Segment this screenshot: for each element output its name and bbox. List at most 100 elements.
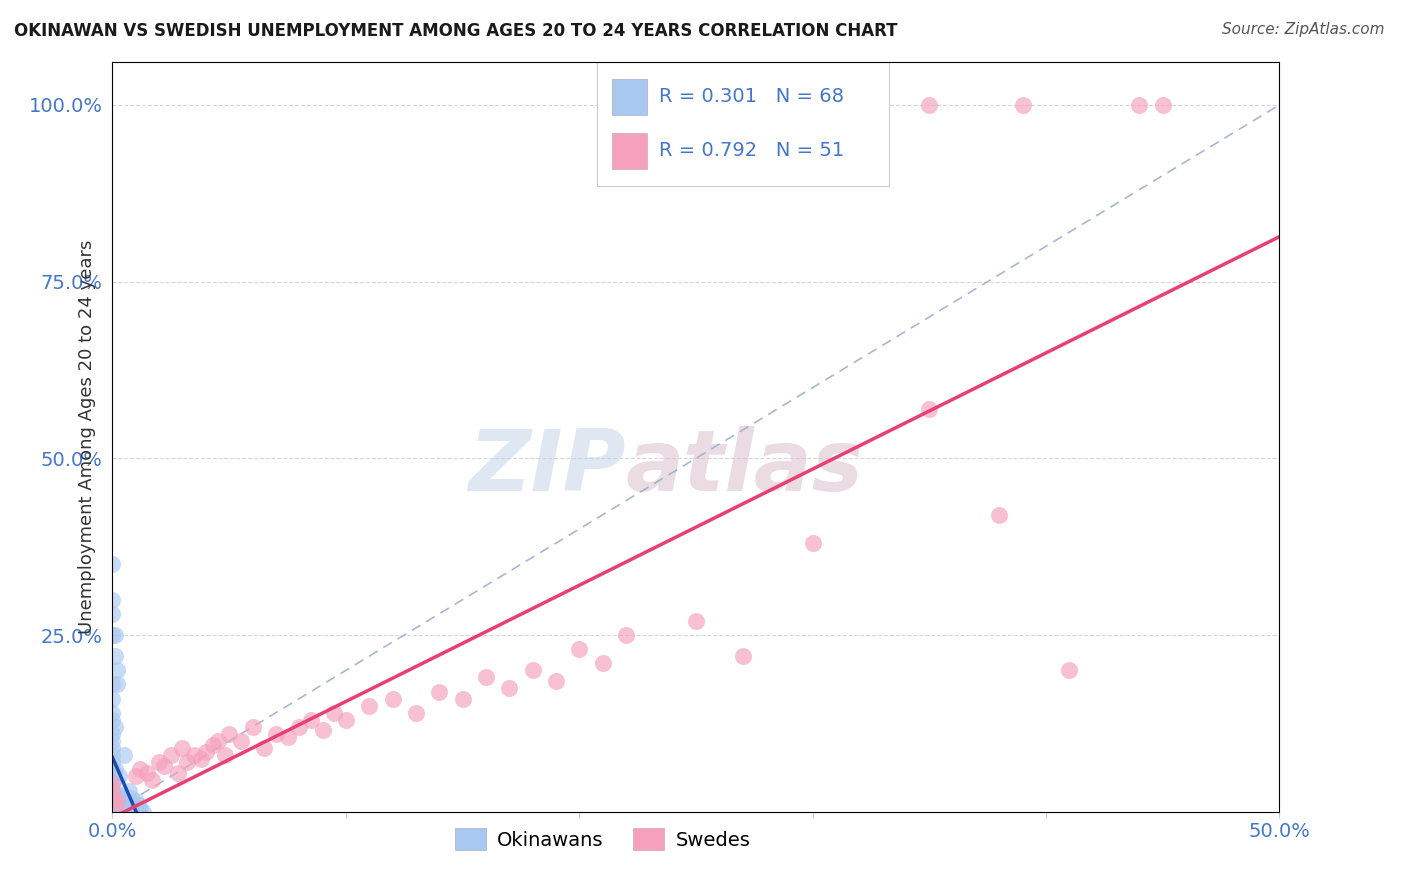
Point bbox=[105, 677, 128, 691]
Point bbox=[359, 698, 381, 713]
Point bbox=[166, 765, 188, 780]
Point bbox=[125, 805, 148, 819]
Point bbox=[104, 797, 127, 812]
Point bbox=[120, 805, 142, 819]
Point bbox=[218, 727, 240, 741]
Point bbox=[153, 758, 176, 772]
Point bbox=[160, 748, 183, 763]
Point bbox=[427, 684, 450, 698]
Point bbox=[105, 787, 128, 801]
Text: OKINAWAN VS SWEDISH UNEMPLOYMENT AMONG AGES 20 TO 24 YEARS CORRELATION CHART: OKINAWAN VS SWEDISH UNEMPLOYMENT AMONG A… bbox=[14, 22, 897, 40]
Text: R = 0.792   N = 51: R = 0.792 N = 51 bbox=[658, 141, 844, 161]
Point bbox=[323, 706, 346, 720]
Point bbox=[381, 691, 404, 706]
Point bbox=[451, 691, 474, 706]
Point bbox=[122, 797, 145, 812]
Point bbox=[101, 628, 124, 642]
Point bbox=[104, 790, 127, 805]
Point bbox=[101, 794, 124, 808]
Text: atlas: atlas bbox=[626, 425, 865, 508]
Point bbox=[101, 748, 124, 763]
Point bbox=[101, 734, 124, 748]
Point bbox=[141, 772, 163, 787]
Point bbox=[801, 536, 824, 550]
Point bbox=[108, 769, 131, 783]
Point bbox=[522, 664, 544, 678]
Point bbox=[104, 797, 127, 812]
Point bbox=[132, 805, 155, 819]
Point bbox=[475, 670, 498, 684]
Point bbox=[104, 628, 127, 642]
Point bbox=[101, 787, 124, 801]
Point bbox=[335, 713, 357, 727]
Point bbox=[592, 657, 614, 671]
Point bbox=[253, 741, 276, 756]
Point bbox=[1152, 98, 1174, 112]
Point bbox=[101, 741, 124, 756]
Point bbox=[105, 801, 128, 815]
Point bbox=[101, 783, 124, 797]
Point bbox=[101, 797, 124, 812]
Point bbox=[101, 805, 124, 819]
Point bbox=[988, 508, 1011, 522]
Point bbox=[685, 614, 707, 628]
Point bbox=[194, 745, 217, 759]
Y-axis label: Unemployment Among Ages 20 to 24 years: Unemployment Among Ages 20 to 24 years bbox=[77, 240, 96, 634]
Point bbox=[229, 734, 252, 748]
Point bbox=[101, 805, 124, 819]
Point bbox=[101, 790, 124, 805]
Point bbox=[101, 727, 124, 741]
Point bbox=[111, 801, 134, 815]
Point bbox=[112, 794, 135, 808]
Point bbox=[101, 706, 124, 720]
Point bbox=[125, 769, 148, 783]
Point bbox=[101, 783, 124, 797]
Point bbox=[101, 776, 124, 790]
Point bbox=[1059, 664, 1081, 678]
Point bbox=[190, 752, 212, 766]
Point bbox=[183, 748, 205, 763]
Point bbox=[101, 691, 124, 706]
Point bbox=[101, 805, 124, 819]
Legend: Okinawans, Swedes: Okinawans, Swedes bbox=[447, 820, 758, 858]
Point bbox=[242, 720, 264, 734]
Point bbox=[105, 797, 128, 812]
Point bbox=[201, 738, 224, 752]
Point bbox=[129, 762, 152, 776]
Point bbox=[112, 748, 135, 763]
Point bbox=[101, 607, 124, 621]
Point bbox=[918, 98, 941, 112]
Point bbox=[118, 783, 141, 797]
Point bbox=[127, 805, 149, 819]
Point bbox=[104, 805, 127, 819]
Point bbox=[127, 797, 149, 812]
Point bbox=[101, 776, 124, 790]
Point bbox=[264, 727, 287, 741]
Point bbox=[136, 765, 159, 780]
Point bbox=[101, 790, 124, 805]
Point bbox=[125, 794, 148, 808]
Point bbox=[101, 801, 124, 815]
Point bbox=[101, 756, 124, 770]
Point bbox=[101, 780, 124, 794]
Point bbox=[105, 794, 128, 808]
Point bbox=[101, 558, 124, 572]
Point bbox=[311, 723, 333, 738]
Point bbox=[120, 790, 142, 805]
Point bbox=[104, 649, 127, 664]
Point bbox=[115, 797, 138, 812]
Point bbox=[498, 681, 520, 695]
Point bbox=[614, 628, 637, 642]
Point bbox=[101, 805, 124, 819]
Point bbox=[104, 762, 127, 776]
Point bbox=[111, 790, 134, 805]
Point bbox=[544, 673, 567, 688]
Point bbox=[129, 801, 152, 815]
Point bbox=[104, 720, 127, 734]
Point bbox=[276, 731, 298, 745]
Point bbox=[1128, 98, 1150, 112]
FancyBboxPatch shape bbox=[612, 78, 647, 115]
Point bbox=[105, 664, 128, 678]
Point bbox=[104, 801, 127, 815]
Point bbox=[108, 805, 131, 819]
